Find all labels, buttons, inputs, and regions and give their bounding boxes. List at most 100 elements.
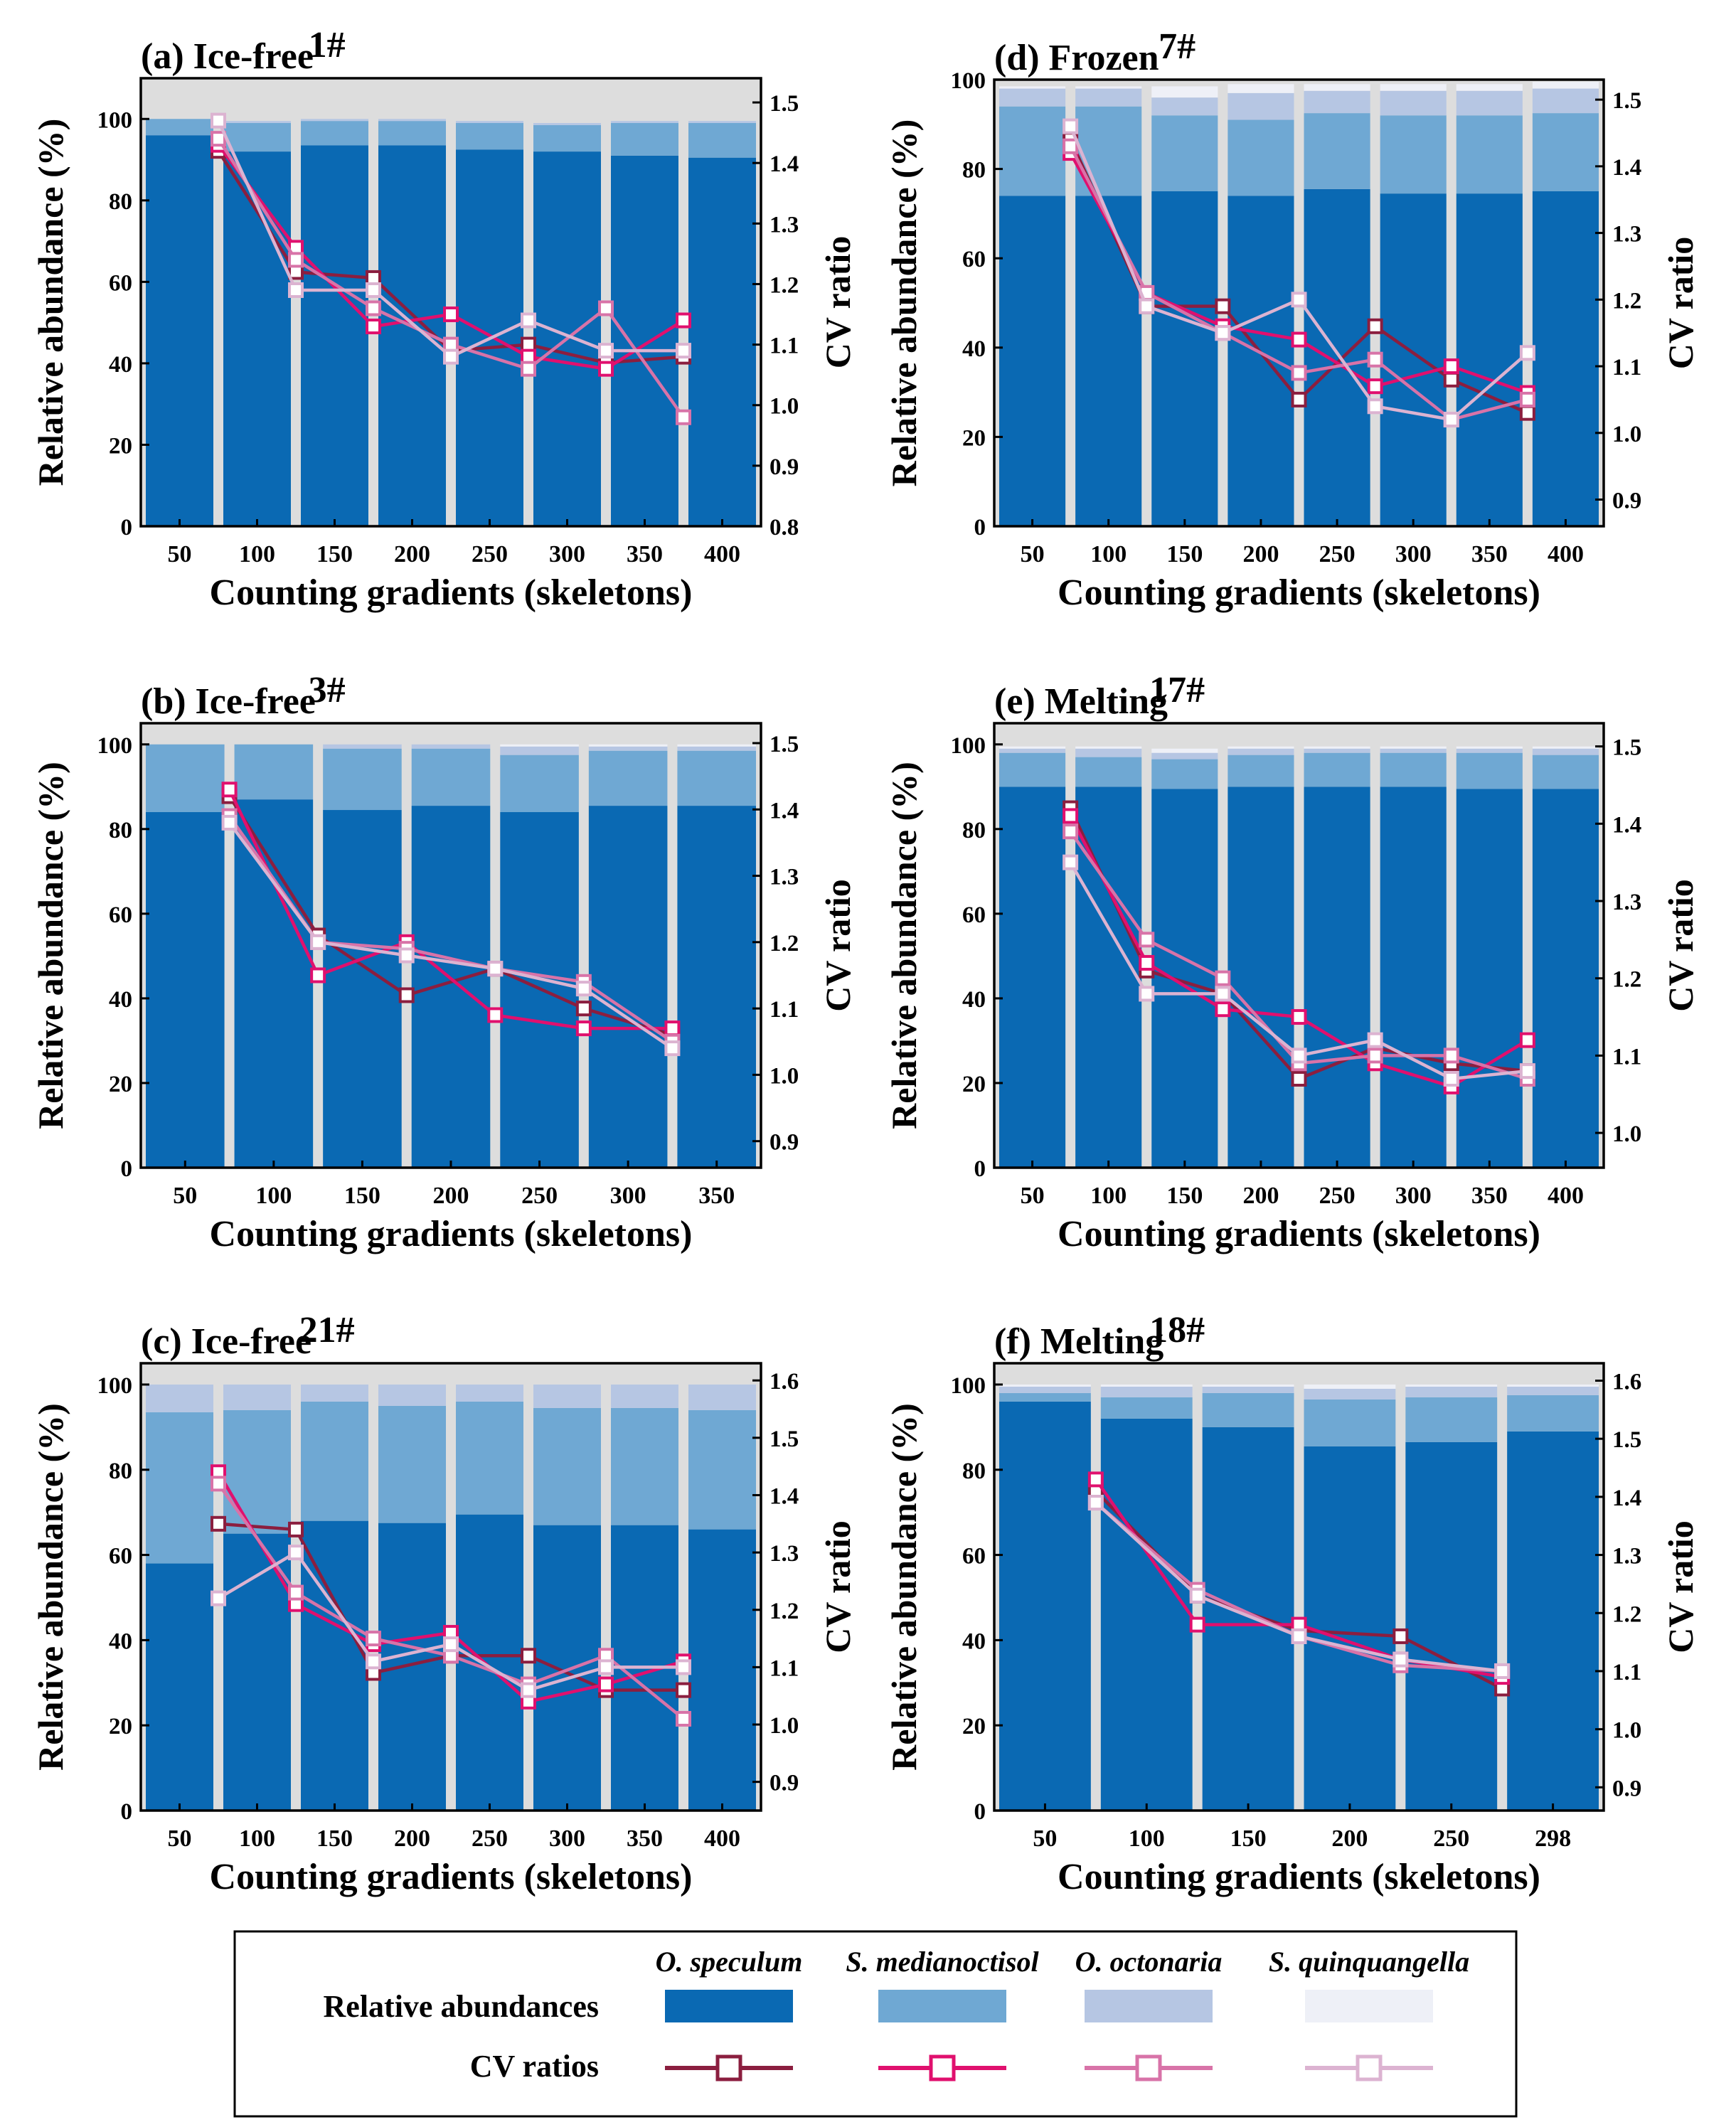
x-tick-label: 200 xyxy=(394,1825,430,1852)
cv-marker xyxy=(1443,1071,1459,1087)
bar-segment xyxy=(588,744,668,747)
panel-title: (d) Frozen xyxy=(994,38,1159,78)
bar-segment xyxy=(1304,84,1370,91)
bar-segment xyxy=(1202,1386,1294,1393)
bar-segment xyxy=(1228,746,1294,749)
bar-segment xyxy=(1228,787,1294,1168)
y2-axis-title: CV ratio xyxy=(1661,237,1700,370)
y2-tick-label: 1.1 xyxy=(1612,1044,1641,1070)
y2-tick-label: 1.4 xyxy=(1612,812,1641,838)
x-tick-label: 250 xyxy=(1433,1825,1469,1852)
bar-segment xyxy=(1304,90,1370,114)
legend-cv-label: CV ratios xyxy=(470,2049,599,2084)
bar-segment xyxy=(1202,1392,1294,1427)
plot-frame xyxy=(993,722,1605,1169)
cv-marker xyxy=(1367,1047,1383,1064)
y-tick-label: 100 xyxy=(951,1373,986,1399)
x-tick-label: 200 xyxy=(1331,1825,1368,1852)
bar-segment xyxy=(999,196,1066,526)
cv-marker xyxy=(1139,298,1155,314)
bar-segment xyxy=(301,1401,368,1521)
x-tick-label: 400 xyxy=(704,1825,740,1852)
bar-segment xyxy=(1151,748,1218,753)
y2-tick-label: 1.0 xyxy=(770,1063,799,1089)
y2-tick-label: 1.4 xyxy=(770,798,799,823)
bar-segment xyxy=(999,787,1066,1168)
y2-tick-label: 1.2 xyxy=(770,272,799,298)
cv-marker xyxy=(575,981,592,997)
bar-segment xyxy=(1151,752,1218,759)
panel-title: (c) Ice-free xyxy=(141,1321,311,1362)
bar-segment xyxy=(146,135,213,526)
cv-marker xyxy=(211,1476,226,1492)
y-tick-label: 80 xyxy=(962,158,986,183)
y-axis-title: Relative abundance (%) xyxy=(31,119,70,486)
bar-segment xyxy=(1151,86,1218,98)
bar-segment xyxy=(411,806,491,1168)
cv-marker xyxy=(366,1631,381,1647)
bar-segment xyxy=(1304,188,1370,526)
cv-marker xyxy=(1367,398,1383,415)
cv-line xyxy=(228,795,673,1037)
bar-segment xyxy=(1456,193,1523,526)
y-tick-label: 60 xyxy=(109,902,132,928)
bar-segment xyxy=(1507,1386,1599,1395)
bar-segment xyxy=(1532,746,1599,749)
x-tick-label: 300 xyxy=(549,1825,585,1852)
x-tick-label: 250 xyxy=(1319,1183,1356,1209)
x-axis-title: Counting gradients (skeletons) xyxy=(1058,1857,1540,1897)
y-tick-label: 80 xyxy=(962,818,986,843)
cv-marker xyxy=(598,1659,614,1675)
legend-species-label: O. speculum xyxy=(656,1946,803,1978)
y2-tick-label: 1.5 xyxy=(770,732,799,757)
y2-tick-label: 1.1 xyxy=(770,334,799,359)
bar-segment xyxy=(999,106,1066,196)
y-tick-label: 60 xyxy=(962,902,986,928)
legend-abundance-swatch xyxy=(1085,1990,1213,2022)
bar-segment xyxy=(611,121,678,123)
y-axis-title: Relative abundance (%) xyxy=(884,1403,924,1771)
bar-segment xyxy=(1304,748,1370,753)
cv-marker xyxy=(676,1659,691,1675)
bar-segment xyxy=(677,750,756,806)
bar-segment xyxy=(223,1384,291,1410)
bar-segment xyxy=(1100,1386,1193,1397)
y2-tick-label: 1.5 xyxy=(1612,735,1641,761)
cv-marker xyxy=(1519,391,1535,407)
y2-axis-title: CV ratio xyxy=(818,1520,858,1653)
bar-segment xyxy=(378,121,446,146)
bar-segment xyxy=(1151,191,1218,526)
bar-segment xyxy=(533,1384,601,1408)
bar-segment xyxy=(1456,84,1523,91)
y2-tick-label: 1.1 xyxy=(770,1656,799,1681)
bar-segment xyxy=(1304,752,1370,787)
chart-panel-6: 0 20 40 60 80 100 0.9 1.0 1.1 1.2 1.3 1.4 1.5 1.6 50 10… xyxy=(884,1310,1700,1897)
cv-marker xyxy=(1519,405,1535,421)
bar-segment xyxy=(1100,1397,1193,1419)
y2-tick-label: 1.2 xyxy=(1612,1601,1641,1627)
cv-marker xyxy=(211,1590,226,1606)
cv-marker xyxy=(398,947,415,964)
y-tick-label: 80 xyxy=(109,189,132,215)
y2-tick-label: 1.3 xyxy=(1612,222,1641,247)
cv-marker xyxy=(1063,854,1079,870)
y2-tick-label: 1.3 xyxy=(1612,890,1641,915)
legend-species-label: S. quinquangella xyxy=(1269,1946,1469,1978)
x-tick-label: 350 xyxy=(627,541,663,567)
bar-segment xyxy=(688,121,756,123)
cv-marker xyxy=(288,252,304,268)
cv-marker xyxy=(366,300,381,316)
bar-segment xyxy=(1532,748,1599,755)
cv-marker xyxy=(211,112,226,129)
cv-marker xyxy=(1215,986,1231,1002)
bar-segment xyxy=(588,746,668,751)
x-axis-title: Counting gradients (skeletons) xyxy=(210,1857,693,1897)
legend-cv-marker xyxy=(929,2054,956,2081)
bar-segment xyxy=(301,121,368,146)
bar-segment xyxy=(323,810,402,1168)
y2-tick-label: 0.9 xyxy=(770,1771,799,1796)
cv-marker xyxy=(1291,365,1307,381)
cv-marker xyxy=(1443,412,1459,428)
y-axis-title: Relative abundance (%) xyxy=(31,762,70,1129)
sample-label: 17# xyxy=(1149,670,1205,710)
